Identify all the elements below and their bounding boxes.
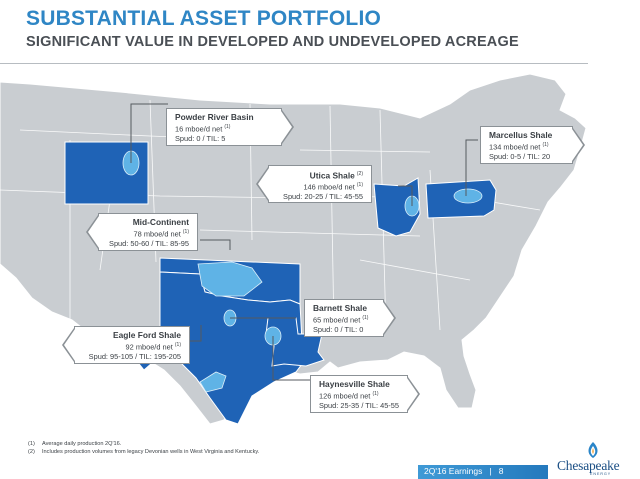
header-divider — [0, 63, 588, 64]
callout-production: 92 mboe/d net — [125, 342, 173, 352]
callout-spud-til: Spud: 0 / TIL: 0 — [313, 324, 364, 334]
callout-name: Eagle Ford Shale — [113, 330, 181, 340]
page-number: 8 — [498, 466, 504, 476]
footnote-marker: (1) — [542, 141, 549, 148]
footnote-marker: (1) — [356, 182, 363, 189]
callout-barnett-shale: Barnett Shale 65 mboe/d net (1) Spud: 0 … — [304, 299, 384, 337]
callout-marcellus-shale: Marcellus Shale 134 mboe/d net (1) Spud:… — [480, 126, 573, 164]
logo-wordmark: Chesapeake — [557, 458, 620, 473]
callout-spud-til: Spud: 25-35 / TIL: 45-55 — [319, 400, 399, 410]
callout-name: Powder River Basin — [175, 112, 254, 122]
footnote-number: (2) — [28, 449, 35, 455]
callout-eagle-ford-shale: Eagle Ford Shale 92 mboe/d net (1) Spud:… — [74, 326, 190, 364]
footnote-marker: (1) — [182, 228, 189, 235]
footnote-marker: (1) — [224, 123, 231, 130]
callout-name: Barnett Shale — [313, 303, 367, 313]
footnote-text: Includes production volumes from legacy … — [42, 449, 260, 455]
footer-label: 2Q'16 Earnings | 8 — [424, 466, 503, 476]
callout-production: 16 mboe/d net — [175, 124, 223, 134]
callout-name: Utica Shale — [309, 170, 355, 181]
callout-production: 134 mboe/d net — [489, 142, 541, 152]
chesapeake-logo-icon — [588, 442, 598, 458]
callout-spud-til: Spud: 50-60 / TIL: 85-95 — [109, 238, 189, 248]
footnotes: (1) Average daily production 2Q'16. (2) In… — [28, 440, 259, 456]
callout-leaders — [130, 103, 478, 381]
play-mid-continent — [197, 261, 263, 297]
callout-spud-til: Spud: 0-5 / TIL: 20 — [489, 151, 551, 161]
footnote-2: (2) Includes production volumes from lega… — [28, 448, 259, 456]
page-title: SUBSTANTIAL ASSET PORTFOLIO — [26, 7, 382, 30]
callout-name: Haynesville Shale — [319, 379, 390, 389]
play-eagle-ford — [199, 371, 227, 393]
footnote-text: Average daily production 2Q'16. — [42, 441, 122, 447]
callout-name: Mid-Continent — [132, 217, 189, 227]
callout-haynesville-shale: Haynesville Shale 126 mboe/d net (1) Spu… — [310, 375, 408, 413]
callout-powder-river-basin: Powder River Basin 16 mboe/d net (1) Spu… — [166, 108, 282, 146]
footnote-1: (1) Average daily production 2Q'16. — [28, 440, 259, 448]
footnote-marker: (1) — [372, 390, 379, 397]
callout-production: 65 mboe/d net — [313, 315, 361, 325]
callout-spud-til: Spud: 20-25 / TIL: 45-55 — [283, 192, 363, 202]
state-texas — [135, 271, 309, 425]
footer-bar — [418, 465, 548, 479]
callout-spud-til: Spud: 0 / TIL: 5 — [175, 133, 226, 143]
page-subtitle: SIGNIFICANT VALUE IN DEVELOPED AND UNDEV… — [26, 34, 519, 50]
callout-production: 126 mboe/d net — [319, 391, 371, 401]
callout-utica-shale: Utica Shale (2) 146 mboe/d net (1) Spud:… — [268, 165, 372, 203]
callout-production: 78 mboe/d net — [133, 229, 181, 239]
callout-name: Marcellus Shale — [489, 130, 553, 140]
callout-mid-continent: Mid-Continent 78 mboe/d net (1) Spud: 50… — [98, 213, 198, 251]
callout-production: 146 mboe/d net — [303, 182, 355, 192]
footnote-marker: (1) — [362, 314, 369, 321]
footer-separator: | — [489, 466, 492, 476]
logo-subtext: ENERGY — [590, 472, 612, 476]
callout-spud-til: Spud: 95-105 / TIL: 195-205 — [88, 351, 181, 361]
state-ohio — [373, 177, 421, 237]
footnote-marker: (2) — [356, 171, 363, 177]
play-marcellus — [453, 188, 483, 204]
footer-title: 2Q'16 Earnings — [424, 466, 483, 476]
footnote-marker: (1) — [174, 341, 181, 348]
footnote-number: (1) — [28, 441, 35, 447]
